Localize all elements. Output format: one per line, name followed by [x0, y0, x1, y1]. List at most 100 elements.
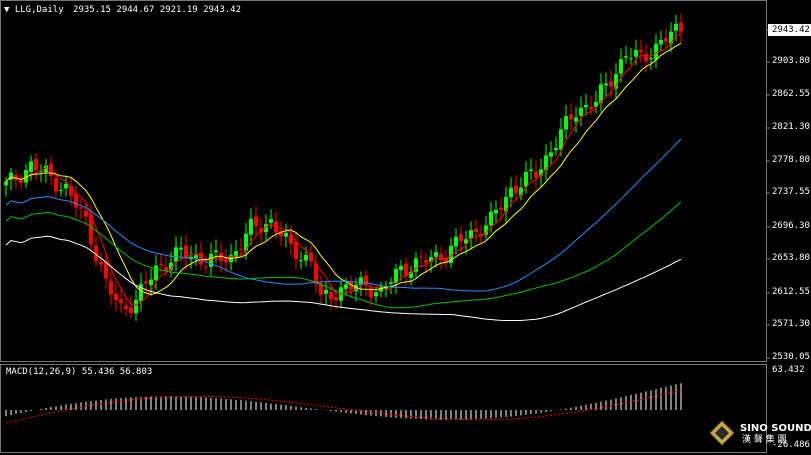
candle-body: [34, 159, 38, 171]
candle-body: [434, 252, 438, 257]
candle-body: [164, 267, 168, 272]
candle-body: [54, 177, 58, 192]
candle-body: [389, 282, 393, 284]
candle-body: [29, 161, 33, 173]
candle-body: [199, 252, 203, 265]
candle-body: [504, 196, 508, 212]
candle-body: [94, 245, 98, 262]
moving-average-line: [5, 138, 682, 292]
candle-body: [89, 214, 93, 245]
candle-body: [614, 73, 618, 89]
candle-body: [609, 81, 613, 87]
triangle-down-icon[interactable]: ▼: [4, 5, 10, 15]
candle-body: [519, 187, 523, 196]
candle-body: [109, 280, 113, 295]
candle-body: [599, 84, 603, 103]
candle-body: [4, 181, 8, 186]
candles-layer: [4, 13, 683, 321]
candle-body: [364, 275, 368, 286]
candle-body: [554, 147, 558, 151]
candle-body: [349, 281, 353, 290]
watermark-brand: SINO SOUND: [740, 423, 811, 434]
macd-axis-top: 63.432: [772, 365, 805, 375]
candle-body: [629, 58, 633, 60]
candle-body: [679, 22, 683, 32]
candle-body: [649, 58, 653, 60]
candle-body: [299, 260, 303, 262]
candle-body: [119, 298, 123, 304]
candle-body: [149, 279, 153, 286]
candle-body: [169, 262, 173, 271]
candle-body: [264, 224, 268, 232]
price-tick-1: 2903.80: [772, 56, 810, 66]
price-tick-4: 2778.80: [772, 155, 810, 165]
candle-body: [459, 234, 463, 242]
candle-body: [444, 257, 448, 262]
candle-body: [539, 169, 543, 176]
candle-body: [579, 107, 583, 116]
candle-body: [534, 171, 538, 178]
diamond-logo-icon: [709, 420, 735, 446]
candle-body: [309, 252, 313, 262]
candle-body: [484, 225, 488, 235]
candle-body: [664, 37, 668, 42]
candle-body: [514, 185, 518, 193]
candle-body: [234, 251, 238, 257]
candle-body: [254, 216, 258, 227]
candle-body: [619, 59, 623, 74]
candle-body: [414, 258, 418, 272]
candle-body: [454, 236, 458, 247]
candle-body: [19, 178, 23, 184]
candle-body: [334, 297, 338, 301]
candle-body: [394, 268, 398, 284]
macd-axis-bottom: -26.486: [772, 440, 810, 450]
candle-body: [499, 207, 503, 210]
watermark-brand-cn: 漢 聲 集 團: [742, 435, 787, 445]
symbol-label: LLG,Daily: [14, 5, 64, 15]
candle-body: [674, 23, 678, 31]
candle-body: [279, 230, 283, 237]
candle-body: [439, 254, 443, 261]
candle-body: [304, 254, 308, 261]
candle-body: [134, 299, 138, 314]
candle-body: [419, 256, 423, 258]
candle-body: [49, 163, 53, 176]
candle-body: [549, 152, 553, 157]
candle-body: [624, 56, 628, 58]
moving-averages-layer: [5, 33, 682, 322]
candle-body: [204, 266, 208, 268]
candle-body: [314, 263, 318, 285]
macd-panel-border: [0, 364, 767, 453]
ohlc-values: 2935.15 2944.67 2921.19 2943.42: [73, 5, 242, 15]
price-tick-7: 2653.80: [772, 253, 810, 263]
candle-body: [489, 211, 493, 226]
candle-body: [359, 277, 363, 285]
moving-average-line: [5, 42, 682, 296]
current-price-box: [768, 24, 811, 36]
candle-body: [84, 210, 88, 217]
candle-body: [429, 257, 433, 262]
candle-body: [564, 116, 568, 130]
chart-header: ▼ LLG,Daily 2935.15 2944.67 2921.19 2943…: [4, 5, 241, 16]
candle-body: [574, 117, 578, 122]
price-tick-2: 2862.55: [772, 89, 810, 99]
candle-body: [294, 241, 298, 260]
macd-label: MACD(12,26,9) 55.436 56.803: [6, 367, 153, 377]
candle-body: [249, 218, 253, 235]
candle-body: [324, 289, 328, 294]
candle-body: [79, 207, 83, 209]
candle-body: [174, 247, 178, 262]
candle-body: [289, 234, 293, 244]
candle-body: [669, 31, 673, 44]
candle-body: [214, 250, 218, 253]
price-tick-5: 2737.55: [772, 187, 810, 197]
candle-body: [644, 54, 648, 62]
candle-body: [259, 228, 263, 233]
candle-body: [424, 260, 428, 264]
candle-body: [329, 292, 333, 300]
candle-body: [529, 169, 533, 171]
candle-body: [24, 169, 28, 183]
candle-body: [144, 281, 148, 284]
candle-body: [374, 292, 378, 297]
